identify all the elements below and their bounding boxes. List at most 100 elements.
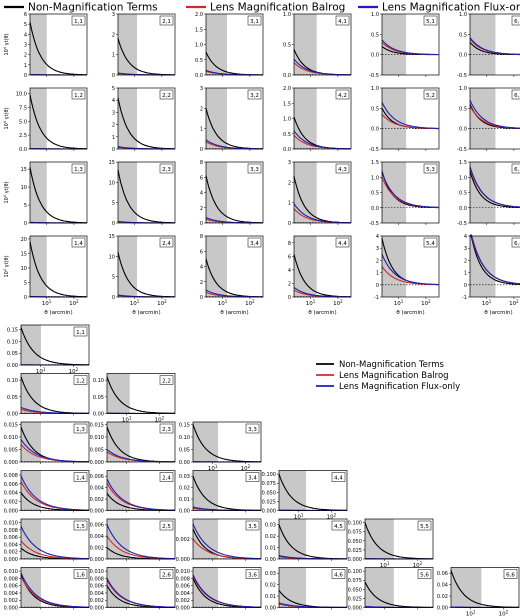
x-tick-label: 101	[380, 561, 390, 569]
panel-frame	[469, 235, 520, 298]
y-tick-label: 1.0	[459, 86, 467, 92]
series-non-magnification	[29, 21, 87, 76]
y-tick-label: 2.0	[283, 86, 291, 92]
panel-label: 1,2	[74, 93, 83, 99]
y-tick-label: 0.002	[176, 537, 190, 543]
y-tick-label: 0.002	[176, 598, 190, 604]
y-tick-label: 1	[376, 271, 379, 277]
panel-label-box	[73, 472, 88, 482]
y-tick-label: 0.5	[459, 106, 467, 112]
y-tick-label: 0.000	[262, 509, 276, 515]
series-flux-only	[381, 254, 440, 286]
y-tick-label: 0.008	[4, 473, 18, 479]
panel-label: 4,5	[334, 524, 343, 530]
y-tick-label: 0.05	[179, 448, 190, 454]
panel-label-box	[503, 569, 518, 579]
panel-label-box	[245, 423, 260, 434]
y-tick-label: 0.004	[4, 591, 18, 597]
y-tick-label: 8	[288, 241, 291, 247]
y-tick-label: 2	[200, 280, 203, 286]
side-legend-label-flux-only: Lens Magnification Flux-only	[339, 382, 460, 392]
panel-label: 2,1	[162, 19, 171, 25]
panel-label: 2,4	[162, 241, 171, 247]
y-tick-label: 0.008	[90, 576, 104, 582]
panel-frame	[117, 235, 176, 298]
x-tick-label: 102	[69, 367, 79, 375]
series-flux-only	[469, 99, 520, 129]
y-tick-label: 3	[200, 86, 203, 92]
panel-frame	[469, 87, 520, 150]
legend-label-non-magnification: Non-Magnification Terms	[28, 2, 158, 14]
panel-label: 1,5	[76, 524, 85, 530]
y-tick-label: 1.0	[371, 86, 379, 92]
y-tick-label: 0.02	[179, 486, 190, 492]
x-tick-label: 101	[42, 299, 52, 307]
shaded-scale-cut	[107, 373, 130, 414]
series-flux-only	[469, 166, 520, 208]
shaded-scale-cut	[365, 567, 394, 608]
x-tick-label: 102	[327, 513, 337, 521]
y-tick-label: 0.15	[179, 423, 190, 429]
x-tick-label: 101	[122, 416, 132, 424]
y-tick-label: 0.004	[90, 534, 104, 540]
y-tick-label: 0	[112, 73, 115, 79]
y-tick-label: 10	[109, 180, 115, 186]
panel-frame	[20, 567, 90, 608]
x-tick-label: 101	[294, 513, 304, 521]
y-tick-label: 0	[24, 73, 27, 79]
y-tick-label: 0.0	[371, 127, 379, 133]
w-theta-panel-grid: 1,1 0.00 0.05 0.10 0.15 101 102 w(θ) 1,2 0.00 0.05…	[0, 324, 520, 616]
panel-2-2: 2,2 0 1 2 3 4 5	[112, 86, 176, 153]
panel-label-box	[511, 89, 520, 100]
panel-6-2: 6,2 -0.5 0.0 0.5 1.0	[457, 86, 520, 153]
panel-label-box	[331, 569, 346, 579]
side-legend-label-non-magnification: Non-Magnification Terms	[339, 360, 445, 370]
y-tick-label: 0.000	[348, 606, 362, 612]
y-tick-label: 0.006	[90, 523, 104, 529]
y-tick-label: 0.004	[4, 491, 18, 497]
y-tick-label: 0.5	[459, 32, 467, 38]
panel-4-5: 4,5 0.00 0.01 0.02 0.03	[265, 518, 348, 563]
panel-label: 1,4	[76, 476, 85, 482]
x-tick-label: 101	[208, 464, 218, 472]
shaded-scale-cut	[118, 236, 138, 297]
panel-label: 4,1	[338, 19, 347, 25]
x-tick-label: 101	[218, 299, 228, 307]
panel-label: 1,4	[74, 241, 83, 247]
panel-frame	[450, 567, 520, 608]
y-tick-label: 0.000	[90, 606, 104, 612]
panel-label: 2,4	[162, 476, 171, 482]
series-flux-only	[192, 523, 261, 560]
panel-label: 1,2	[76, 379, 85, 385]
panel-frame	[293, 235, 352, 298]
series-non-magnification	[469, 171, 520, 209]
y-tick-label: 0	[376, 283, 379, 289]
panel-label-box	[159, 89, 174, 100]
shaded-scale-cut	[206, 88, 228, 149]
panel-frame	[205, 87, 264, 150]
panel-1-2: 1,2 0.0 2.5 5.0 7.5 10.0 104 γt(θ)	[3, 87, 88, 153]
shaded-scale-cut	[206, 236, 228, 297]
x-tick-label: 102	[157, 299, 167, 307]
y-tick-label: 0.05	[7, 395, 18, 401]
side-legend-label-balrog: Lens Magnification Balrog	[339, 371, 449, 381]
panel-1-4: 1,4 0 5 10 15 20 101 102 θ (arcmin) 104 γt(θ)	[3, 235, 88, 316]
panel-frame	[192, 421, 262, 463]
panel-1-2: 1,2 0.00 0.05 0.10 w(θ)	[0, 373, 90, 418]
shaded-scale-cut	[30, 236, 47, 297]
y-tick-label: 3	[112, 12, 115, 18]
y-tick-label: -0.5	[369, 221, 379, 227]
panel-frame	[106, 373, 176, 414]
y-tick-label: 0	[112, 221, 115, 227]
panel-label: 5,3	[426, 167, 435, 173]
panel-frame	[106, 567, 176, 608]
series-flux-only	[20, 572, 89, 608]
panel-2-4: 2,4 0 5 10 15 101 102 θ (arcmin)	[109, 234, 176, 316]
panel-4-4: 4,4 0.000 0.025 0.050 0.075 0.100 101 102	[262, 470, 348, 521]
y-tick-label: 0.002	[4, 550, 18, 556]
y-tick-label: -1	[374, 295, 379, 301]
y-tick-label: 1.5	[283, 101, 291, 107]
y-tick-label: 0.010	[90, 435, 104, 441]
panel-3-2: 3,2 0 1 2 3	[200, 86, 264, 153]
